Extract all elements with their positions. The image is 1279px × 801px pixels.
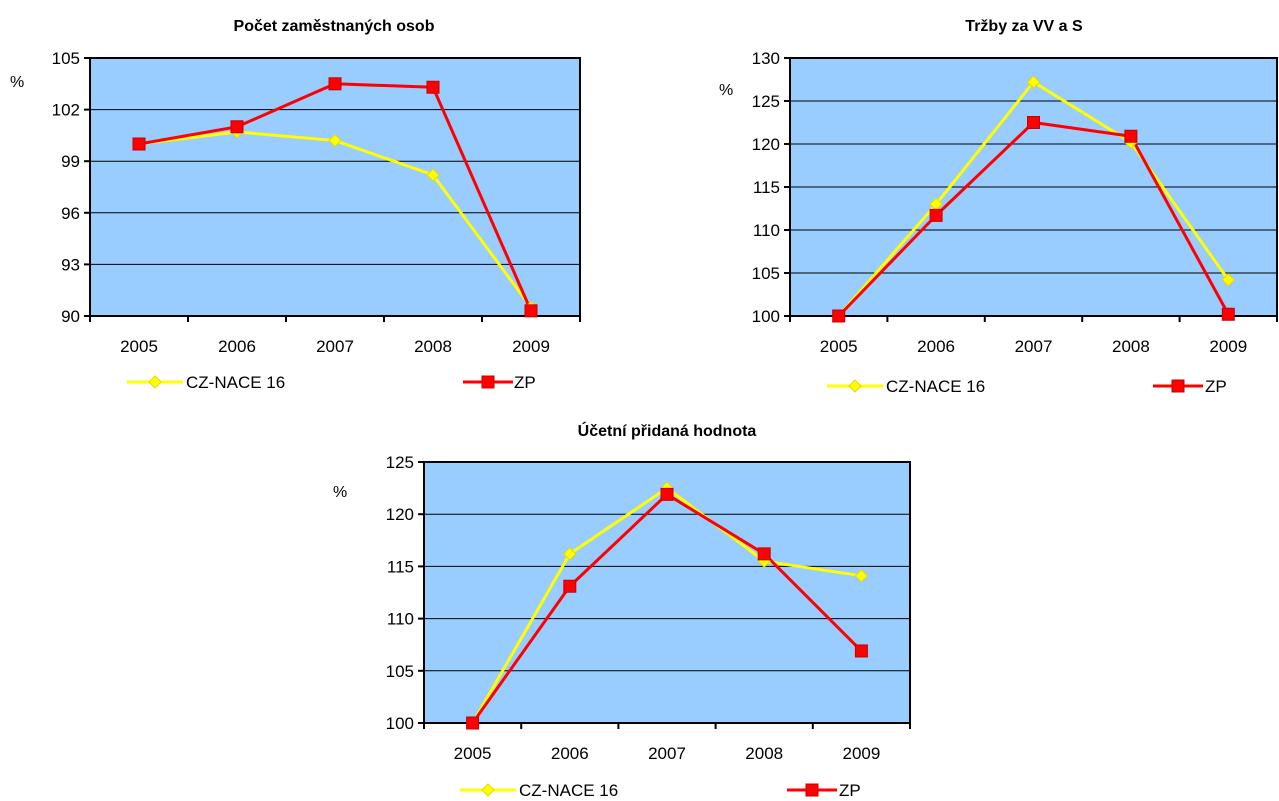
x-tick-label: 2008	[745, 744, 783, 763]
y-tick-label: 90	[61, 307, 80, 326]
legend-marker-cz-nace	[848, 379, 862, 393]
y-tick-label: 115	[387, 557, 414, 576]
legend: CZ-NACE 16 ZP	[827, 377, 1227, 396]
y-tick-label: 99	[61, 152, 80, 171]
data-point-cz-nace	[854, 569, 869, 583]
data-point-zp	[1027, 116, 1040, 129]
data-point-cz-nace	[426, 168, 440, 182]
legend-marker-zp	[805, 783, 819, 797]
y-tick-label: 100	[386, 714, 414, 733]
data-point-zp	[757, 547, 771, 561]
y-tick-label: 96	[61, 204, 80, 223]
y-tick-label: 130	[752, 49, 780, 68]
plot-area	[423, 461, 911, 724]
legend-label-cz-nace: CZ-NACE 16	[519, 781, 618, 800]
legend-marker-zp	[1171, 379, 1185, 393]
data-point-zp	[854, 644, 868, 658]
data-point-zp	[660, 487, 674, 501]
data-point-zp	[230, 120, 244, 134]
data-point-cz-nace	[1221, 273, 1236, 287]
chart-title: Účetní přidaná hodnota	[578, 421, 757, 440]
chart-revenues: Tržby za VV a S % 100105110115120125130 …	[719, 18, 1278, 396]
data-point-zp	[1221, 307, 1235, 321]
chart-employees: Počet zaměstnaných osob % 90 93 96 99 102 105…	[10, 18, 581, 392]
x-tick-label: 2006	[917, 337, 955, 356]
x-tick-label: 2006	[551, 744, 589, 763]
data-point-zp	[524, 304, 538, 318]
x-tick-label: 2008	[414, 337, 452, 356]
x-tick-label: 2006	[218, 337, 256, 356]
x-tick-label: 2007	[1015, 337, 1053, 356]
x-tick-label: 2009	[512, 337, 550, 356]
y-axis-unit: %	[10, 74, 24, 91]
chart-title: Tržby za VV a S	[965, 18, 1083, 35]
data-point-zp	[563, 579, 577, 593]
data-point-zp	[328, 77, 342, 91]
x-tick-label: 2009	[842, 744, 880, 763]
y-tick-label: 100	[752, 307, 780, 326]
data-point-zp	[1124, 129, 1138, 143]
y-tick-label: 125	[386, 453, 414, 472]
x-tick-label: 2005	[120, 337, 158, 356]
y-axis-unit: %	[333, 484, 347, 501]
x-tick-label: 2005	[454, 744, 492, 763]
y-tick-label: 120	[386, 505, 414, 524]
legend-label-zp: ZP	[514, 373, 536, 392]
legend-label-zp: ZP	[1205, 377, 1227, 396]
y-tick-label: 93	[61, 255, 80, 274]
legend: CZ-NACE 16 ZP	[127, 373, 536, 392]
chart-title: Počet zaměstnaných osob	[234, 18, 435, 35]
y-axis-unit: %	[719, 82, 733, 99]
legend-label-cz-nace: CZ-NACE 16	[186, 373, 285, 392]
y-tick-label: 110	[753, 221, 780, 240]
data-point-zp	[466, 716, 480, 730]
data-point-cz-nace	[563, 547, 577, 561]
x-tick-label: 2008	[1112, 337, 1150, 356]
data-point-cz-nace	[1026, 75, 1041, 89]
x-tick-label: 2007	[648, 744, 686, 763]
y-tick-label: 125	[752, 92, 780, 111]
legend: CZ-NACE 16 ZP	[460, 781, 861, 800]
legend-marker-zp	[481, 375, 495, 389]
legend-marker-cz-nace	[481, 783, 495, 797]
data-point-cz-nace	[328, 133, 342, 148]
x-tick-label: 2009	[1209, 337, 1247, 356]
legend-label-zp: ZP	[839, 781, 861, 800]
plot-area	[89, 57, 581, 317]
data-point-zp	[132, 137, 146, 151]
data-point-zp	[426, 80, 440, 94]
y-tick-label: 105	[752, 264, 780, 283]
y-tick-label: 110	[387, 610, 414, 629]
y-tick-label: 105	[386, 662, 414, 681]
chart-added-value: Účetní přidaná hodnota % 100 105 110 115 120…	[333, 421, 911, 800]
y-tick-label: 115	[753, 178, 780, 197]
y-tick-label: 120	[752, 135, 780, 154]
y-tick-label: 102	[52, 101, 80, 120]
y-tick-label: 105	[52, 49, 80, 68]
x-tick-label: 2007	[316, 337, 354, 356]
legend-label-cz-nace: CZ-NACE 16	[886, 377, 985, 396]
x-tick-label: 2005	[820, 337, 858, 356]
data-point-zp	[832, 309, 846, 323]
data-point-zp	[929, 208, 943, 222]
legend-marker-cz-nace	[148, 375, 162, 389]
